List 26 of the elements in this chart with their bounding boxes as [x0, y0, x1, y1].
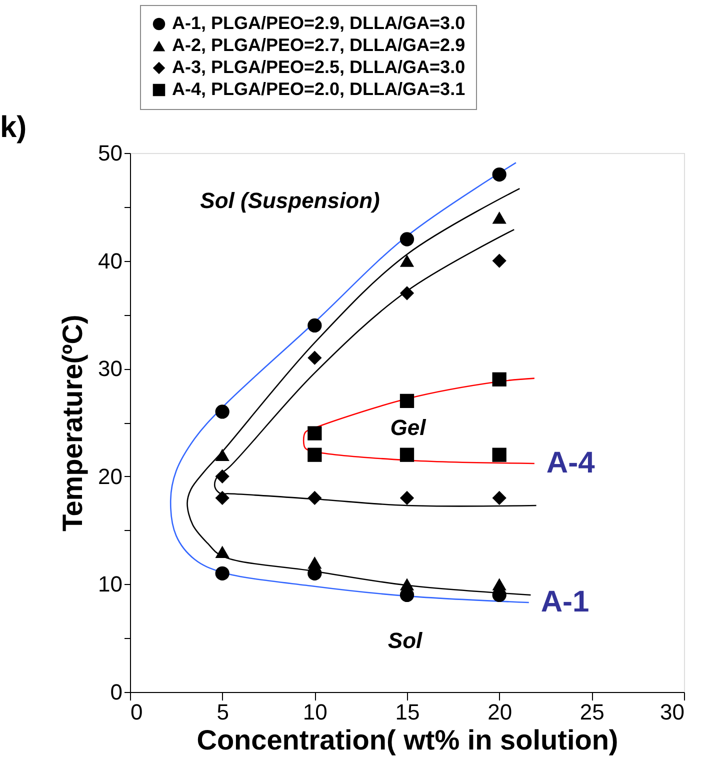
legend-label: A-4, PLGA/PEO=2.0, DLLA/GA=3.1 — [172, 79, 466, 99]
y-tick-label: 10 — [98, 572, 122, 597]
y-tick-label: 30 — [98, 356, 122, 382]
x-tick-label: 30 — [660, 700, 684, 724]
series-label: A-4 — [546, 446, 596, 480]
text: k) — [0, 111, 27, 144]
y-tick-label: 40 — [98, 248, 122, 274]
legend-label: A-1, PLGA/PEO=2.9, DLLA/GA=3.0 — [172, 13, 466, 33]
x-tick-label: 10 — [302, 700, 328, 724]
y-tick-label: 0 — [110, 680, 122, 704]
x-tick-label: 5 — [216, 700, 229, 724]
annotation: Sol — [388, 628, 423, 653]
x-tick-label: 20 — [488, 700, 512, 724]
annotation: Gel — [390, 415, 427, 440]
y-tick-label: 20 — [98, 464, 122, 489]
x-tick-label: 0 — [130, 700, 143, 724]
series-label: A-1 — [540, 586, 590, 619]
legend-label: A-2, PLGA/PEO=2.7, DLLA/GA=2.9 — [172, 35, 466, 55]
legend-label: A-3, PLGA/PEO=2.5, DLLA/GA=3.0 — [172, 57, 466, 77]
x-tick-label: 25 — [580, 700, 604, 724]
x-tick-label: 15 — [395, 700, 420, 724]
line-series — [214, 228, 537, 507]
y-axis-title: Temperature(ºC) — [57, 314, 88, 532]
x-axis-title: Concentration( wt% in solution) — [196, 724, 618, 756]
y-tick-label: 50 — [98, 140, 122, 166]
annotation: Sol (Suspension) — [200, 188, 380, 213]
